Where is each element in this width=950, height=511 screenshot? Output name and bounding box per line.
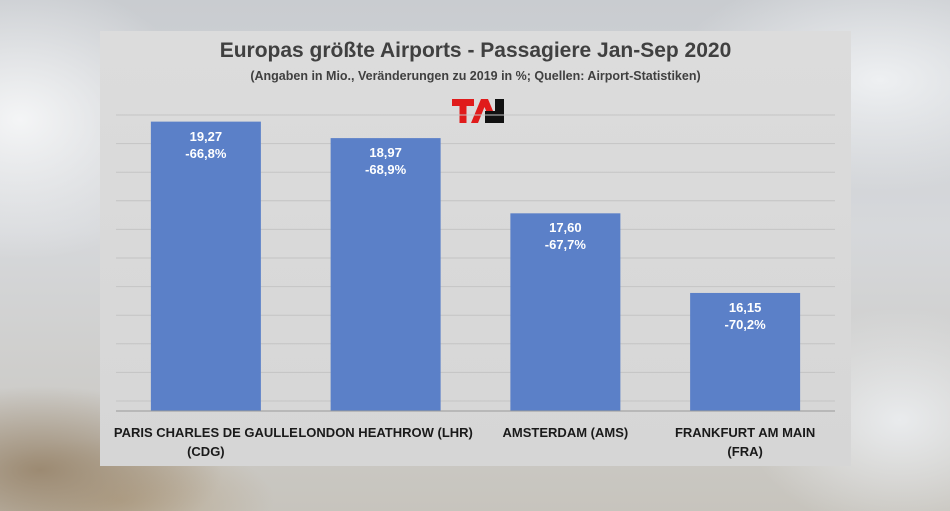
category-label: FRANKFURT AM MAIN (FRA) — [650, 423, 840, 461]
bar — [510, 213, 621, 411]
category-label-line: FRANKFURT AM MAIN — [674, 425, 816, 440]
category-label: LONDON HEATHROW (LHR) — [291, 423, 481, 442]
category-label: PARIS CHARLES DE GAULLE (CDG) — [111, 423, 301, 461]
bar-value: 16,15 — [728, 299, 762, 315]
category-label-line: AMSTERDAM (AMS) — [502, 425, 629, 440]
bar-value: 19,27 — [189, 128, 223, 144]
bar — [690, 292, 801, 411]
plot-area — [116, 114, 835, 412]
chart-title: Europas größte Airports - Passagiere Jan… — [219, 39, 732, 62]
bar — [330, 138, 441, 412]
chart-panel: Europas größte Airports - Passagiere Jan… — [100, 31, 851, 466]
bar-change: -68,9% — [365, 162, 407, 178]
bar-change: -67,7% — [544, 237, 586, 253]
tai-logo — [452, 99, 504, 123]
bar — [150, 121, 261, 411]
bar-value-label: 17,60 -67,7% — [510, 219, 620, 253]
category-label-line: LONDON HEATHROW (LHR) — [298, 425, 473, 440]
bar-change: -66,8% — [185, 145, 227, 161]
bar-value-label: 16,15 -70,2% — [690, 299, 800, 333]
bar-value: 18,97 — [369, 145, 402, 161]
category-label: AMSTERDAM (AMS) — [470, 423, 660, 442]
category-label-line: (FRA) — [727, 444, 763, 459]
category-label-line: (CDG) — [187, 444, 225, 459]
bar-value-label: 18,97 -68,9% — [331, 144, 441, 178]
chart-subtitle: (Angaben in Mio., Veränderungen zu 2019 … — [250, 69, 701, 83]
bar-value-label: 19,27 -66,8% — [151, 128, 261, 162]
bar-value: 17,60 — [549, 220, 582, 236]
category-label-line: PARIS CHARLES DE GAULLE — [113, 425, 298, 440]
bar-change: -70,2% — [724, 316, 766, 332]
